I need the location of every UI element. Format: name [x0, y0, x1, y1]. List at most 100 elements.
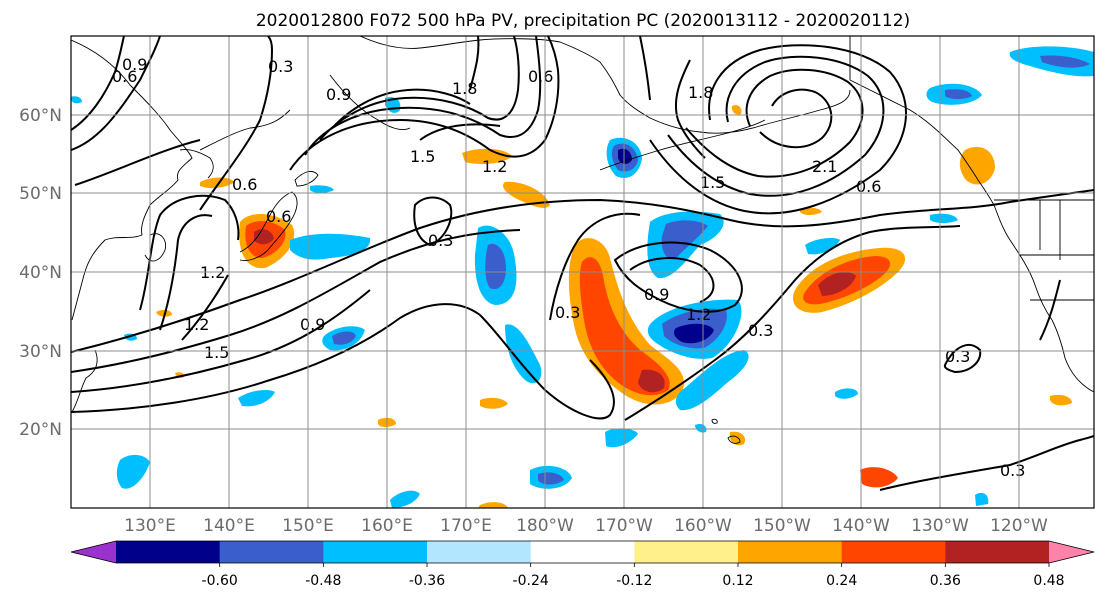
colorbar-overflow [1049, 541, 1094, 563]
precip-neg-zone [835, 388, 858, 399]
contour-label: 0.6 [856, 177, 881, 196]
lon-label: 150°W [753, 516, 811, 536]
precip-pos-zone [800, 207, 822, 215]
china-coastline [71, 349, 98, 413]
precip-pos-zone [959, 146, 995, 185]
precip-neg-zone [116, 454, 150, 489]
precip-neg-zone [290, 233, 371, 260]
precip-neg-zone [310, 185, 334, 193]
pv-contour [319, 36, 520, 141]
colorbar: -0.60 -0.48 -0.36 -0.24 -0.12 0.12 0.24 0.36 0.4… [70, 540, 1095, 589]
precip-pos-zone [638, 369, 665, 393]
contour-label: 1.8 [452, 79, 477, 98]
lon-label: 170°W [595, 516, 653, 536]
precip-pos-zone [818, 271, 856, 296]
precip-pos-zone [579, 257, 670, 396]
alaska-coastline [599, 61, 851, 134]
precip-neg-zone [805, 237, 840, 255]
contour-label: 0.3 [1000, 461, 1025, 480]
precip-neg-zone [1040, 55, 1090, 68]
precip-pos-zone [478, 502, 508, 508]
pv-contour [649, 44, 907, 215]
precip-neg-zone [675, 350, 749, 411]
colorbar-tick-label: -0.12 [616, 573, 652, 589]
map-frame [70, 35, 1095, 509]
contour-label: 0.9 [300, 315, 325, 334]
pv-contour [71, 36, 125, 131]
precip-neg-zone [505, 324, 542, 384]
contour-label: 1.2 [184, 315, 209, 334]
lon-label: 150°E [282, 516, 334, 536]
precip-neg-zone [930, 213, 958, 223]
colorbar-tick-label: 0.36 [930, 573, 961, 589]
pv-contour [549, 212, 641, 321]
colorbar-cell [841, 541, 946, 563]
colorbar-cell [738, 541, 843, 563]
korea-coastline [179, 149, 214, 179]
lon-label: 130°E [124, 516, 176, 536]
colorbar-cells [116, 541, 1050, 563]
contour-label: 1.2 [686, 305, 711, 324]
colorbar-tick-label: -0.24 [513, 573, 549, 589]
colorbar-tick-label: 0.12 [722, 573, 753, 589]
pv-contour [199, 36, 274, 211]
contour-label: 1.2 [482, 157, 507, 176]
us-state-lines [1020, 200, 1094, 301]
lon-label: 140°E [203, 516, 255, 536]
pv-contour [879, 435, 1094, 491]
precip-pos-zone [503, 181, 550, 208]
precip-neg-zone [332, 331, 356, 345]
colorbar-cell [116, 541, 221, 563]
pv-contour [674, 59, 706, 159]
contour-label: 2.1 [812, 157, 837, 176]
pv-contour [334, 88, 471, 126]
pv-contour [629, 257, 715, 303]
precip-pos-zone [1050, 394, 1072, 406]
lat-labels: 60°N 50°N 40°N 30°N 20°N [19, 106, 62, 440]
colorbar-cell [634, 541, 739, 563]
precip-pos-zone [200, 177, 235, 189]
colorbar-cell [323, 541, 428, 563]
colorbar-tick-label: 0.24 [826, 573, 857, 589]
lon-label: 140°W [832, 516, 890, 536]
japan-coastline [239, 191, 298, 261]
colorbar-underflow [71, 541, 116, 563]
pv-contour [419, 123, 501, 141]
pv-contour [613, 241, 743, 313]
lat-label: 50°N [19, 184, 62, 204]
pv-contours [71, 36, 1094, 491]
precip-neg-zone [390, 490, 420, 508]
precip-pos-zone [254, 229, 274, 245]
lon-label: 160°W [674, 516, 732, 536]
pv-contour [71, 229, 521, 373]
alaska-border [849, 36, 995, 206]
contour-label: 0.9 [326, 85, 351, 104]
contour-label: 1.8 [688, 83, 713, 102]
lat-label: 40°N [19, 263, 62, 283]
pv-contour [685, 68, 864, 178]
pv-contour [943, 344, 982, 374]
colorbar-tick-label: -0.48 [305, 573, 341, 589]
lon-label: 180°W [516, 516, 574, 536]
contour-label: 0.6 [266, 207, 291, 226]
precip-neg-zone [661, 220, 708, 259]
sakhalin-coastline [199, 109, 291, 151]
kamchatka-coastline [329, 74, 411, 131]
contour-label: 0.3 [945, 347, 970, 366]
pv-contour [639, 36, 651, 101]
pv-contour [304, 36, 542, 156]
colorbar-cell [945, 541, 1050, 563]
colorbar-cell [219, 541, 324, 563]
pv-contour [71, 303, 615, 420]
map-panel: 0.6 0.9 0.3 0.9 1.8 0.6 1.8 1.5 1.2 1.5 … [70, 35, 1095, 509]
precip-pos-zone [729, 431, 746, 446]
precip-shading [71, 46, 1094, 508]
pv-contour [469, 36, 480, 91]
coastlines [71, 36, 1094, 444]
contour-label: 0.3 [268, 57, 293, 76]
contour-label: 0.3 [748, 321, 773, 340]
contour-label: 0.3 [555, 303, 580, 322]
hokkaido-coastline [294, 170, 319, 187]
contour-label: 0.9 [122, 55, 147, 74]
arctic-coastline [359, 36, 601, 63]
